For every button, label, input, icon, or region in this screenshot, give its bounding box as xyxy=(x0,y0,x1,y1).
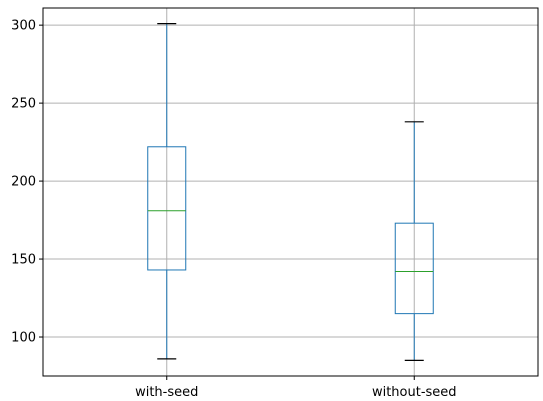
box-with-seed xyxy=(147,22,187,360)
box-series xyxy=(147,22,434,362)
box-body xyxy=(394,222,434,315)
y-tick-label: 300 xyxy=(11,19,36,34)
x-axis: with-seed without-seed xyxy=(135,376,457,400)
y-tick-label: 250 xyxy=(11,97,36,112)
box-body xyxy=(147,146,187,271)
y-tick-label: 200 xyxy=(11,175,36,190)
plot-frame xyxy=(42,7,539,377)
x-tick-label: with-seed xyxy=(135,385,198,400)
y-tick-label: 150 xyxy=(11,253,36,268)
box-without-seed xyxy=(394,121,434,362)
x-tick-label: without-seed xyxy=(372,385,457,400)
y-tick-label: 100 xyxy=(11,331,36,346)
y-axis: 100 150 200 250 300 xyxy=(11,19,43,346)
